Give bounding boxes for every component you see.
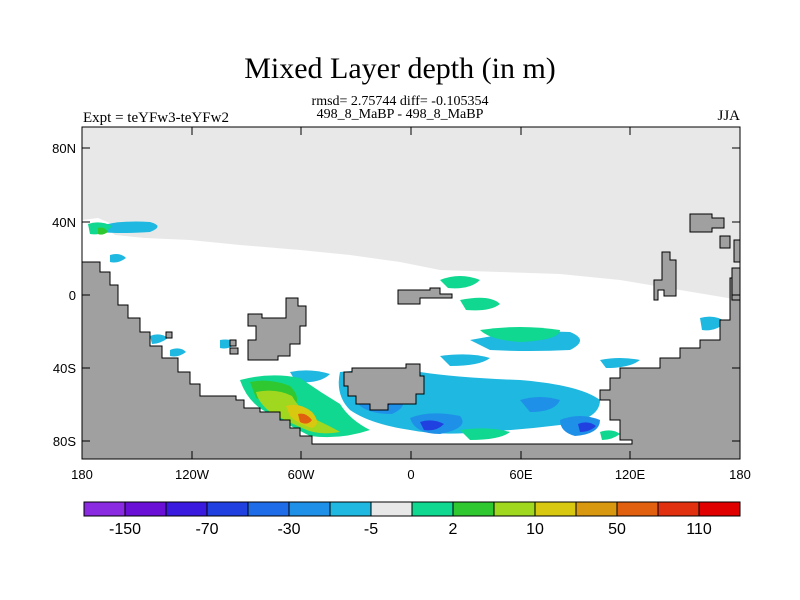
- experiment-label: Expt = teYFw3-teYFw2: [83, 110, 229, 126]
- lat-tick-40s: 40S: [53, 361, 76, 376]
- land-far-east: [733, 239, 740, 263]
- colorbar-swatch: [329, 501, 372, 517]
- colorbar-label: -5: [364, 521, 378, 538]
- colorbar-swatch: [206, 501, 249, 517]
- island-c: [397, 287, 453, 305]
- colorbar-swatch: [534, 501, 577, 517]
- period-label: 498_8_MaBP - 498_8_MaBP: [316, 107, 484, 122]
- colorbar-swatch: [83, 501, 126, 517]
- map-field: [82, 127, 740, 459]
- colorbar-label: 2: [449, 521, 458, 538]
- colorbar-label: -150: [109, 521, 141, 538]
- lat-tick-marks: [82, 147, 740, 442]
- lat-tick-80n: 80N: [52, 141, 76, 156]
- lon-tick-120e: 120E: [615, 467, 646, 482]
- land-ne-strip: [653, 251, 677, 301]
- land-east-upper: [719, 235, 731, 249]
- colorbar-label: 50: [608, 521, 626, 538]
- island-f: [165, 331, 173, 339]
- colorbar-swatch: [452, 501, 495, 517]
- island-d: [229, 339, 237, 347]
- land-cluster: [731, 267, 740, 301]
- colorbar-label: 110: [686, 521, 712, 538]
- colorbar-swatch: [493, 501, 536, 517]
- lat-tick-labels: 80N 40N 0 40S 80S: [52, 141, 76, 449]
- colorbar-label: -70: [195, 521, 218, 538]
- stats-line: rmsd= 2.75744 diff= -0.105354: [311, 94, 489, 109]
- island-e: [229, 347, 239, 355]
- colorbar-swatch: [698, 501, 741, 517]
- colorbar-swatch: [616, 501, 659, 517]
- colorbar-label: -30: [277, 521, 300, 538]
- colorbar-swatch: [288, 501, 331, 517]
- lon-tick-180e: 180: [729, 467, 751, 482]
- positive-anomaly-orange: [298, 413, 312, 424]
- island-a: [247, 297, 307, 361]
- lat-tick-40n: 40N: [52, 215, 76, 230]
- colorbar: [83, 501, 741, 517]
- colorbar-swatch: [411, 501, 454, 517]
- colorbar-swatch: [124, 501, 167, 517]
- land-west: [82, 261, 740, 459]
- colorbar-swatch: [247, 501, 290, 517]
- island-b: [343, 363, 425, 411]
- land-ne: [689, 213, 725, 233]
- map-title: Mixed Layer depth (in m): [244, 52, 556, 85]
- colorbar-swatch: [575, 501, 618, 517]
- colorbar-label: 10: [526, 521, 544, 538]
- lon-tick-0: 0: [407, 467, 414, 482]
- land: [82, 213, 740, 459]
- lat-tick-0: 0: [69, 288, 76, 303]
- lon-tick-120w: 120W: [175, 467, 210, 482]
- colorbar-swatch: [165, 501, 208, 517]
- lon-tick-marks: [191, 127, 631, 459]
- lon-tick-60w: 60W: [288, 467, 315, 482]
- lon-tick-labels: 180 120W 60W 0 60E 120E 180: [71, 467, 751, 482]
- season-label: JJA: [717, 108, 740, 124]
- colorbar-swatch: [370, 501, 413, 517]
- colorbar-labels: -150 -70 -30 -5 2 10 50 110: [109, 521, 712, 538]
- lat-tick-80s: 80S: [53, 434, 76, 449]
- colorbar-swatch: [657, 501, 700, 517]
- lon-tick-60e: 60E: [509, 467, 532, 482]
- lon-tick-180w: 180: [71, 467, 93, 482]
